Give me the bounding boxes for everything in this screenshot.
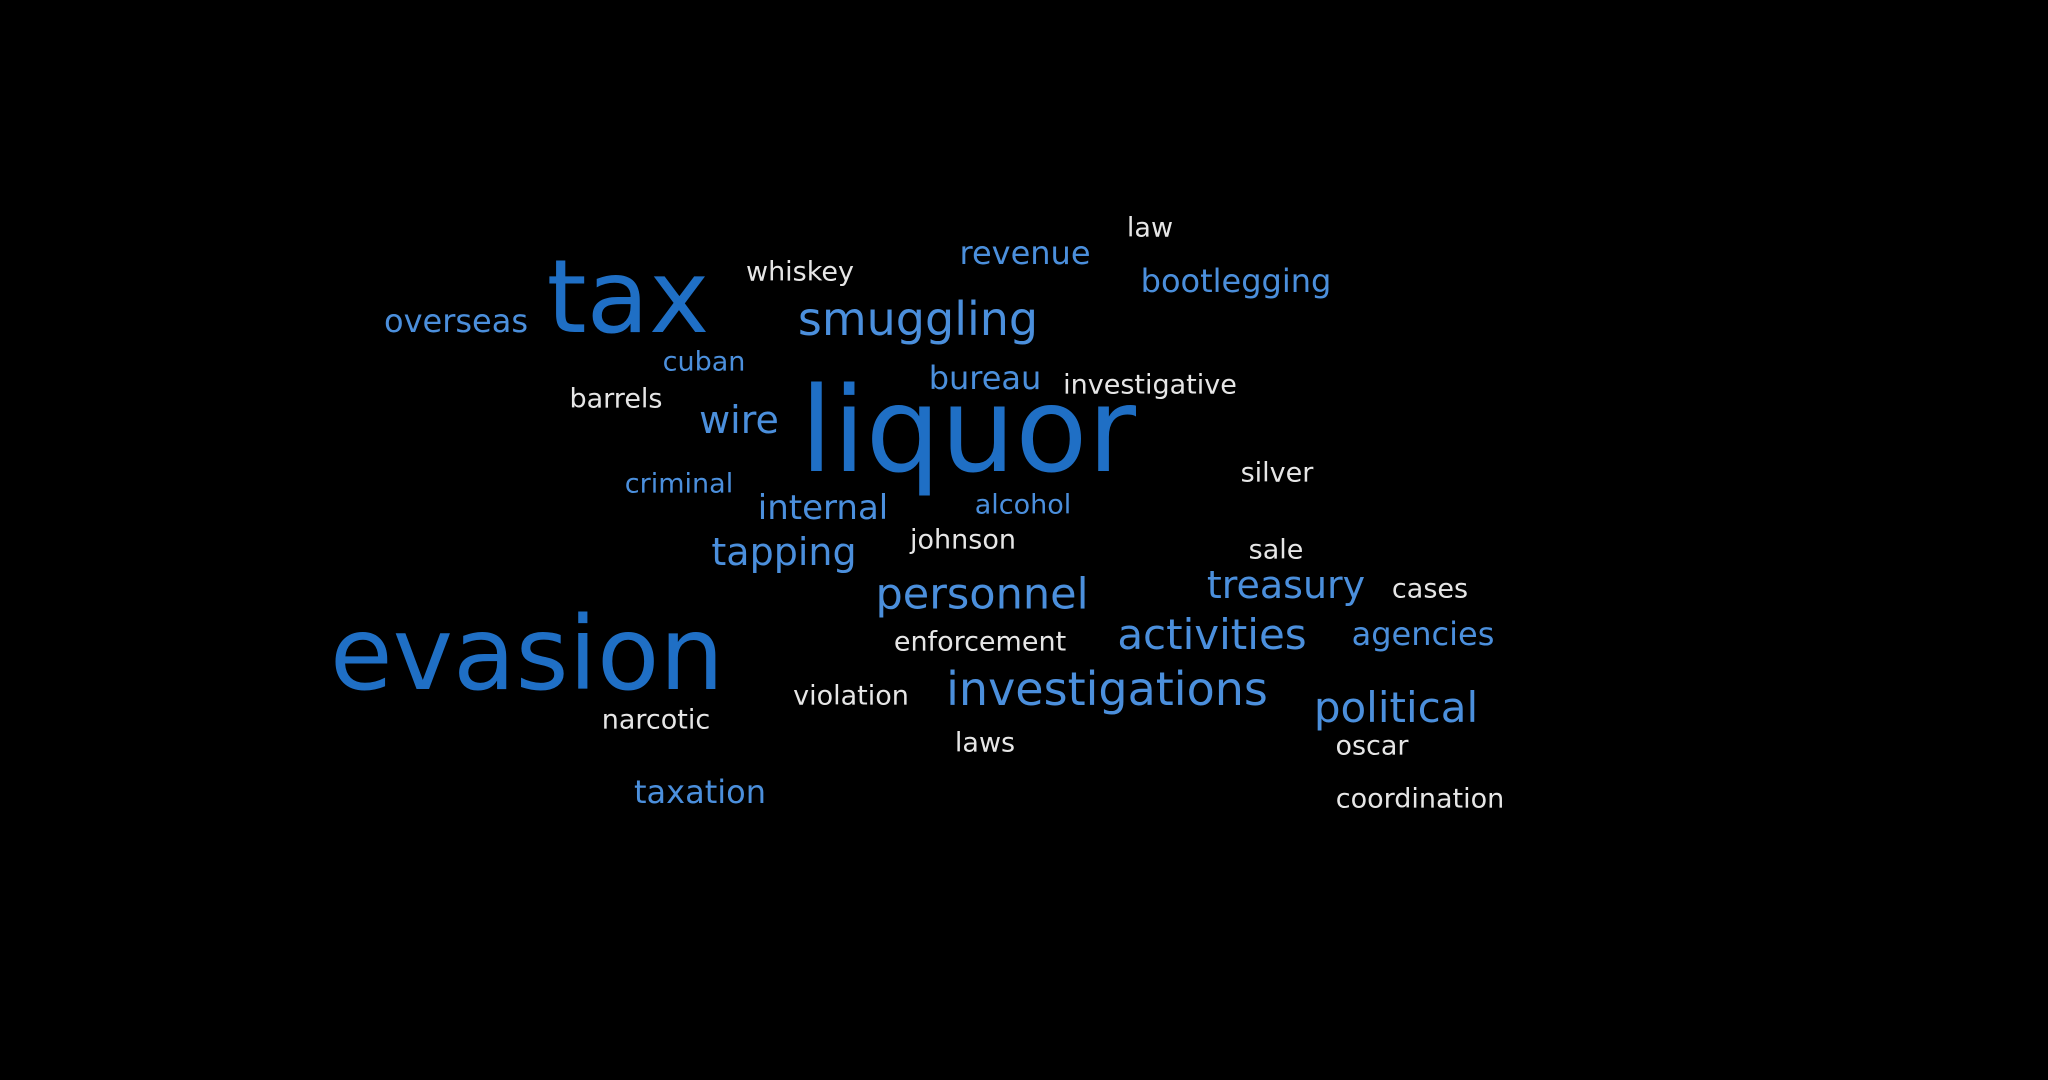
word-political: political bbox=[1313, 683, 1479, 732]
word-cuban: cuban bbox=[662, 346, 746, 378]
word-smuggling: smuggling bbox=[797, 292, 1039, 346]
word-barrels: barrels bbox=[569, 383, 663, 415]
word-investigations: investigations bbox=[946, 662, 1268, 716]
word-tax: tax bbox=[546, 238, 710, 357]
word-wire: wire bbox=[699, 398, 779, 442]
word-bureau: bureau bbox=[928, 359, 1042, 397]
word-evasion: evasion bbox=[329, 595, 725, 714]
word-johnson: johnson bbox=[910, 524, 1016, 556]
word-alcohol: alcohol bbox=[974, 489, 1072, 521]
word-narcotic: narcotic bbox=[601, 704, 711, 736]
word-sale: sale bbox=[1248, 534, 1304, 566]
word-treasury: treasury bbox=[1206, 563, 1366, 607]
word-overseas: overseas bbox=[384, 302, 528, 340]
word-enforcement: enforcement bbox=[893, 626, 1067, 658]
word-whiskey: whiskey bbox=[745, 256, 855, 288]
word-internal: internal bbox=[757, 488, 889, 528]
word-coordination: coordination bbox=[1335, 783, 1505, 815]
word-laws: laws bbox=[954, 727, 1016, 759]
word-agencies: agencies bbox=[1351, 615, 1495, 653]
word-cases: cases bbox=[1391, 573, 1469, 605]
word-violation: violation bbox=[793, 680, 909, 712]
word-bootlegging: bootlegging bbox=[1140, 262, 1332, 300]
word-personnel: personnel bbox=[875, 569, 1089, 620]
word-silver: silver bbox=[1240, 457, 1314, 489]
word-revenue: revenue bbox=[959, 234, 1091, 272]
word-oscar: oscar bbox=[1335, 730, 1409, 762]
word-activities: activities bbox=[1117, 610, 1307, 659]
word-law: law bbox=[1126, 212, 1174, 244]
word-liquor: liquor bbox=[800, 361, 1136, 499]
word-criminal: criminal bbox=[624, 468, 734, 500]
word-investigative: investigative bbox=[1063, 369, 1237, 401]
word-tapping: tapping bbox=[711, 530, 857, 574]
word-taxation: taxation bbox=[634, 773, 766, 811]
